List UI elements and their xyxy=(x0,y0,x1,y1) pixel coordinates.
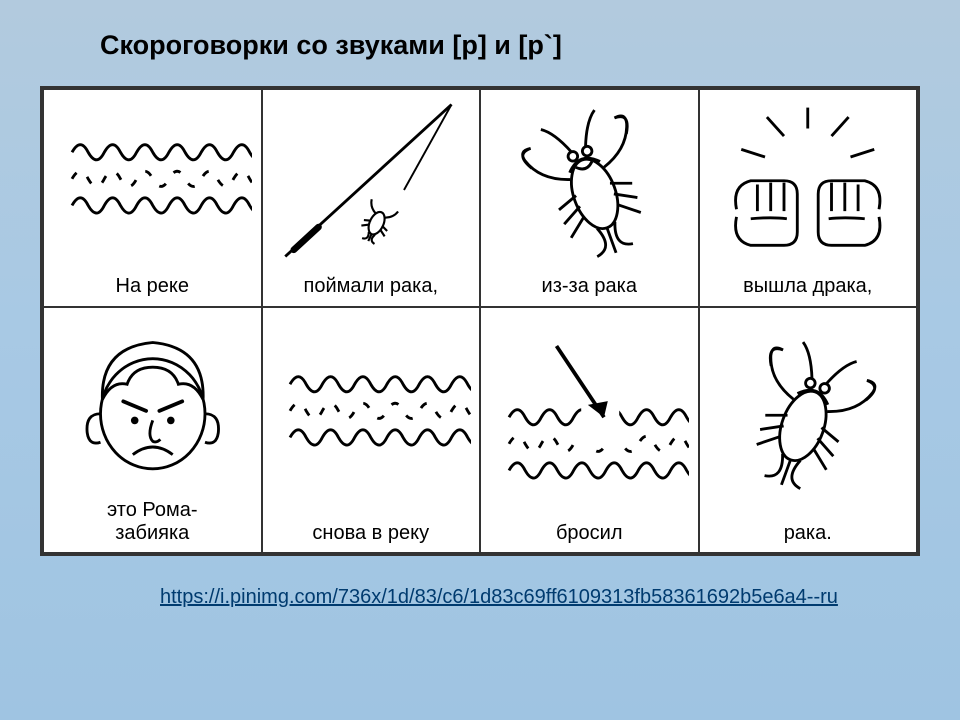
source-url: https://i.pinimg.com/736x/1d/83/c6/1d83c… xyxy=(160,586,960,609)
waves-icon xyxy=(44,90,261,271)
caption-7: рака. xyxy=(780,518,836,552)
cell-6: бросил xyxy=(481,308,698,552)
cell-0: На реке xyxy=(44,90,261,306)
slide: Скороговорки со звуками [р] и [р`] На ре… xyxy=(0,0,960,720)
arrow-into-waves-icon xyxy=(481,308,698,518)
caption-3: вышла драка, xyxy=(739,271,876,305)
cell-7: рака. xyxy=(700,308,917,552)
waves-icon xyxy=(263,308,480,518)
cell-4: это Рома- забияка xyxy=(44,308,261,552)
tongue-twister-table: На реке поймали рака, xyxy=(40,86,920,556)
fists-clash-icon xyxy=(700,90,917,271)
crayfish-walk-icon xyxy=(700,308,917,518)
caption-5: снова в реку xyxy=(308,518,433,552)
caption-1: поймали рака, xyxy=(299,271,442,305)
caption-4: это Рома- забияка xyxy=(103,495,202,552)
crayfish-smile-icon xyxy=(481,90,698,271)
caption-6: бросил xyxy=(552,518,627,552)
cell-3: вышла драка, xyxy=(700,90,917,306)
cell-1: поймали рака, xyxy=(263,90,480,306)
caption-2: из-за рака xyxy=(538,271,641,305)
angry-boy-icon xyxy=(44,308,261,495)
page-title: Скороговорки со звуками [р] и [р`] xyxy=(100,30,960,61)
caption-0: На реке xyxy=(112,271,193,305)
fishing-crayfish-icon xyxy=(263,90,480,271)
cell-2: из-за рака xyxy=(481,90,698,306)
cell-5: снова в реку xyxy=(263,308,480,552)
